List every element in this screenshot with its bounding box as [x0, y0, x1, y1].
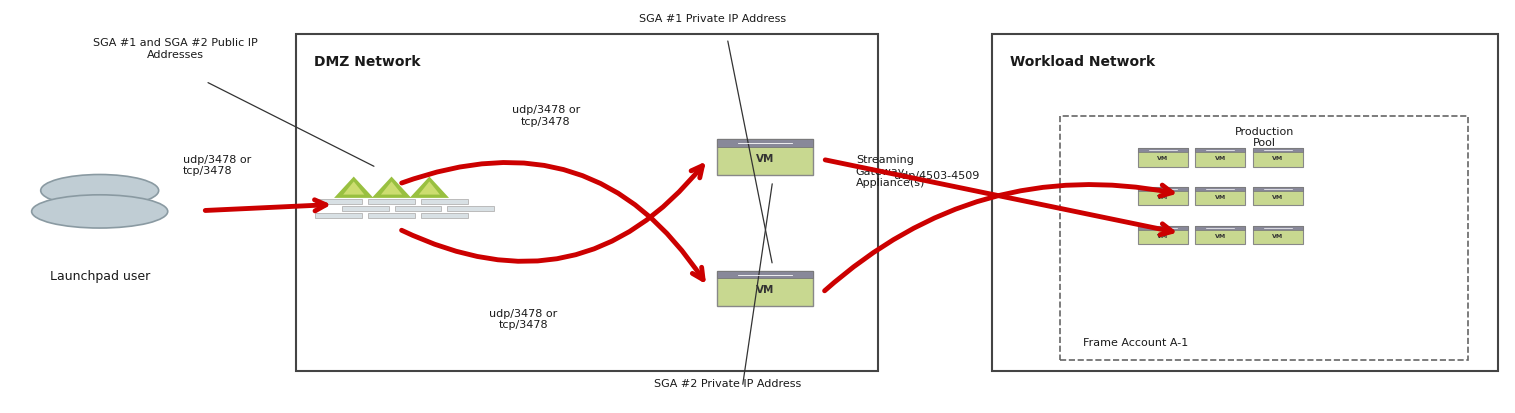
Text: VM: VM [1215, 195, 1226, 200]
FancyBboxPatch shape [1253, 148, 1303, 166]
FancyBboxPatch shape [718, 271, 812, 306]
FancyBboxPatch shape [1195, 187, 1245, 206]
FancyBboxPatch shape [315, 199, 362, 204]
FancyBboxPatch shape [394, 206, 441, 211]
Text: SGA #1 Private IP Address: SGA #1 Private IP Address [638, 14, 786, 24]
FancyBboxPatch shape [368, 213, 415, 218]
FancyBboxPatch shape [1195, 226, 1245, 244]
FancyBboxPatch shape [1253, 148, 1303, 152]
Text: udp/3478 or
tcp/3478: udp/3478 or tcp/3478 [183, 155, 251, 176]
Ellipse shape [32, 195, 168, 228]
FancyBboxPatch shape [718, 271, 812, 278]
Text: Launchpad user: Launchpad user [50, 270, 150, 283]
FancyBboxPatch shape [1253, 226, 1303, 230]
FancyBboxPatch shape [1253, 187, 1303, 206]
Circle shape [41, 175, 159, 206]
Text: Streaming
Gateway
Appliance(s): Streaming Gateway Appliance(s) [856, 155, 926, 188]
Text: VM: VM [1273, 234, 1283, 239]
Polygon shape [344, 181, 364, 195]
FancyBboxPatch shape [368, 199, 415, 204]
FancyBboxPatch shape [1138, 187, 1188, 206]
FancyBboxPatch shape [1138, 187, 1188, 191]
Polygon shape [380, 181, 401, 195]
FancyBboxPatch shape [1253, 187, 1303, 191]
Text: SGA #1 and SGA #2 Public IP
Addresses: SGA #1 and SGA #2 Public IP Addresses [92, 38, 258, 60]
FancyBboxPatch shape [1195, 187, 1245, 191]
FancyBboxPatch shape [718, 140, 812, 175]
Text: VM: VM [1273, 195, 1283, 200]
FancyArrowPatch shape [824, 185, 1173, 291]
FancyBboxPatch shape [1195, 148, 1245, 166]
FancyArrowPatch shape [401, 166, 703, 261]
FancyBboxPatch shape [447, 206, 494, 211]
FancyBboxPatch shape [1195, 148, 1245, 152]
Polygon shape [418, 181, 439, 195]
Text: DMZ Network: DMZ Network [315, 55, 421, 69]
FancyArrowPatch shape [401, 162, 703, 280]
FancyBboxPatch shape [421, 199, 468, 204]
FancyBboxPatch shape [1253, 226, 1303, 244]
FancyBboxPatch shape [1138, 148, 1188, 166]
Polygon shape [335, 176, 373, 198]
FancyBboxPatch shape [1138, 148, 1188, 152]
Text: udp/4503-4509: udp/4503-4509 [894, 171, 979, 181]
Text: Production
Pool: Production Pool [1235, 126, 1294, 148]
Polygon shape [409, 176, 448, 198]
Text: VM: VM [1157, 234, 1168, 239]
FancyBboxPatch shape [718, 140, 812, 147]
FancyBboxPatch shape [1138, 226, 1188, 244]
FancyBboxPatch shape [315, 213, 362, 218]
Text: VM: VM [1157, 156, 1168, 161]
Text: VM: VM [1215, 156, 1226, 161]
FancyBboxPatch shape [421, 213, 468, 218]
Text: udp/3478 or
tcp/3478: udp/3478 or tcp/3478 [512, 105, 580, 127]
FancyBboxPatch shape [1195, 226, 1245, 230]
Text: udp/3478 or
tcp/3478: udp/3478 or tcp/3478 [489, 309, 558, 330]
Text: VM: VM [756, 154, 774, 164]
Text: VM: VM [1273, 156, 1283, 161]
FancyArrowPatch shape [826, 160, 1173, 235]
Text: VM: VM [1215, 234, 1226, 239]
FancyBboxPatch shape [1138, 226, 1188, 230]
Text: VM: VM [1157, 195, 1168, 200]
Text: VM: VM [756, 285, 774, 295]
FancyBboxPatch shape [342, 206, 388, 211]
Polygon shape [371, 176, 411, 198]
Text: Workload Network: Workload Network [1011, 55, 1154, 69]
Text: Frame Account A-1: Frame Account A-1 [1083, 338, 1188, 348]
Text: SGA #2 Private IP Address: SGA #2 Private IP Address [653, 379, 801, 389]
